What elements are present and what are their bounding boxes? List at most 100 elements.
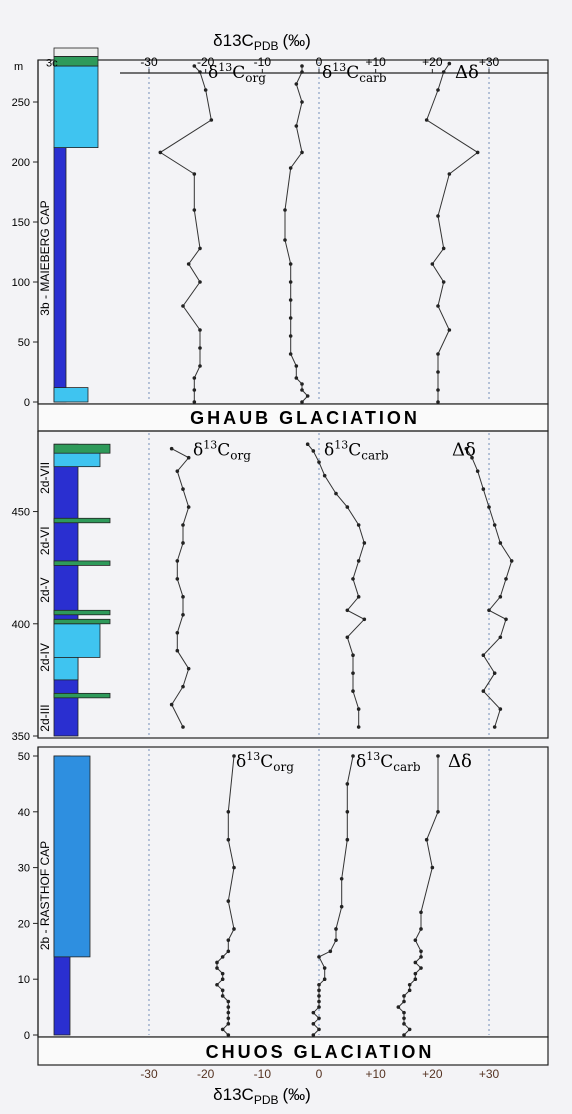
data-point-carb — [345, 608, 350, 613]
bottom-x-tick-label: -30 — [140, 1067, 158, 1081]
series-line-org — [159, 65, 212, 402]
data-point-delta — [436, 400, 440, 404]
series-label-org: δ13Corg — [193, 438, 251, 462]
data-point-carb — [322, 473, 327, 478]
unit-label: 2d-VII — [38, 462, 52, 494]
data-point-org — [198, 328, 202, 332]
data-point-org — [220, 1027, 225, 1032]
bottom-x-tick-label: -20 — [197, 1067, 215, 1081]
data-point-delta — [498, 595, 503, 599]
data-point-carb — [362, 541, 367, 545]
data-point-org — [226, 899, 231, 903]
data-point-org — [226, 1022, 231, 1026]
series-line-org — [216, 755, 235, 1036]
data-point-carb — [356, 725, 361, 729]
data-point-org — [186, 455, 191, 460]
series-label-carb: δ13Ccarb — [322, 61, 387, 85]
data-point-org — [232, 927, 236, 931]
unit-label: 2d-VI — [38, 526, 52, 555]
data-point-delta — [413, 938, 418, 942]
data-point-delta — [402, 1033, 406, 1037]
panel-frame-top — [37, 59, 549, 405]
unit-m-label: m — [14, 61, 23, 73]
bottom-x-tick-label: -10 — [254, 1067, 272, 1081]
strat-green-bed — [53, 618, 111, 625]
data-point-delta — [436, 388, 440, 392]
data-point-org — [175, 469, 180, 473]
data-point-delta — [413, 971, 418, 976]
data-point-org — [175, 559, 180, 563]
y-tick-label: 350 — [12, 731, 30, 743]
data-point-carb — [322, 977, 327, 981]
data-point-delta — [492, 523, 497, 527]
data-point-carb — [283, 208, 287, 212]
data-point-delta — [481, 689, 486, 693]
data-point-org — [186, 262, 191, 266]
series-label-delta: Δδ — [455, 62, 479, 83]
data-point-carb — [288, 316, 293, 320]
strat-green-thin-bed — [53, 560, 111, 566]
data-point-org — [198, 280, 202, 284]
data-point-org — [181, 725, 185, 729]
data-point-carb — [311, 1010, 316, 1015]
data-point-carb — [300, 400, 304, 404]
data-point-carb — [300, 64, 304, 68]
series-line-carb — [284, 66, 309, 403]
data-point-org — [226, 1016, 231, 1021]
bottom-axis-title: δ13CPDB (‰) — [213, 1085, 311, 1107]
data-point-carb — [345, 810, 350, 814]
data-point-carb — [317, 955, 321, 959]
data-point-org — [181, 541, 185, 545]
data-point-delta — [436, 754, 440, 758]
data-point-delta — [509, 559, 514, 563]
data-point-delta — [481, 653, 486, 657]
y-tick-label: 100 — [12, 277, 30, 289]
y-tick-label: 0 — [24, 1030, 30, 1042]
data-point-delta — [396, 1005, 401, 1009]
data-point-delta — [441, 246, 446, 251]
data-point-org — [226, 1033, 231, 1037]
data-point-org — [186, 505, 191, 509]
strat-light-blue-bed — [53, 387, 89, 403]
data-point-carb — [351, 671, 355, 675]
data-point-org — [220, 971, 225, 976]
y-tick-label: 50 — [18, 337, 30, 349]
strat-light-blue-bed — [53, 65, 99, 148]
data-point-carb — [300, 150, 304, 155]
ghaub-glaciation-label: GHAUB GLACIATION — [190, 408, 420, 428]
data-point-delta — [419, 927, 423, 931]
series-line-delta — [397, 756, 439, 1036]
strat-mid-blue-bed — [53, 755, 91, 958]
top-x-tick-label: +20 — [422, 55, 443, 69]
strat-dark-blue-bed — [53, 147, 67, 403]
top-x-tick-label: -30 — [140, 55, 158, 69]
data-point-delta — [492, 725, 497, 729]
data-point-carb — [356, 595, 361, 599]
data-point-carb — [305, 442, 310, 447]
data-point-org — [181, 487, 185, 491]
data-point-carb — [288, 280, 293, 284]
data-point-org — [226, 938, 231, 942]
data-point-delta — [430, 865, 435, 870]
data-point-org — [175, 630, 180, 635]
strat-light-blue-bed — [53, 623, 101, 658]
strat-green-thin-bed — [53, 609, 111, 616]
data-point-org — [232, 865, 236, 870]
panel-frame-middle — [37, 430, 549, 739]
data-point-org — [203, 88, 208, 92]
strat-unit-3c-box — [53, 47, 99, 57]
data-point-org — [192, 64, 197, 68]
data-point-carb — [288, 352, 293, 356]
data-point-carb — [356, 523, 361, 527]
data-point-carb — [328, 949, 333, 954]
series-label-org: δ13Corg — [236, 750, 294, 774]
y-tick-label: 50 — [18, 751, 30, 763]
series-label-delta: Δδ — [452, 439, 476, 460]
data-point-org — [215, 960, 219, 965]
data-point-org — [198, 246, 202, 251]
data-point-org — [226, 949, 231, 954]
series-label-carb: δ13Ccarb — [324, 438, 389, 462]
data-point-carb — [351, 689, 355, 693]
top-axis-title: δ13CPDB (‰) — [213, 31, 311, 53]
